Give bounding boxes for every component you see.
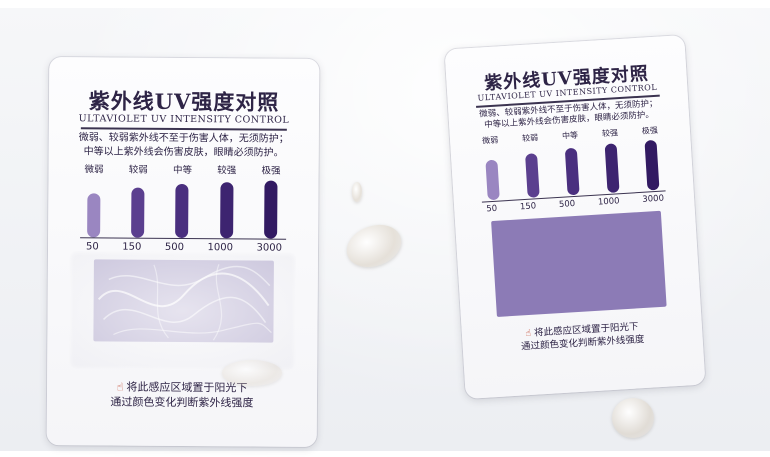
intensity-scale: 微弱 较弱 中等 较强 极强 xyxy=(84,161,281,239)
note-line-1: 微弱、较弱紫外线不至于伤害人体，无须防护； xyxy=(78,132,289,145)
value-label: 500 xyxy=(558,198,576,210)
level-label: 微弱 xyxy=(481,135,499,146)
value-label: 3000 xyxy=(642,193,665,205)
gel-smear-edge xyxy=(222,360,282,386)
swatch-bar xyxy=(564,147,580,196)
protection-note: 微弱、较弱紫外线不至于伤害人体，无须防护； 中等以上紫外线会伤害皮肤，眼睛必须防… xyxy=(49,131,319,160)
swatch-bar xyxy=(604,143,620,193)
instruction-text: ☝ 将此感应区域置于阳光下 通过颜色变化判断紫外线强度 xyxy=(47,379,317,412)
value-label: 50 xyxy=(486,203,498,215)
uv-card-right: 紫外线UV强度对照 ULTAVIOLET UV INTENSITY CONTRO… xyxy=(444,35,706,399)
level-extreme: 极强 xyxy=(642,125,662,191)
uv-sensor-area xyxy=(491,210,667,317)
value-label: 1000 xyxy=(597,196,620,208)
instruction-line-2: 通过颜色变化判断紫外线强度 xyxy=(110,395,254,410)
value-label: 150 xyxy=(519,201,537,213)
swatch-bar xyxy=(175,183,189,239)
scale-axis xyxy=(80,237,287,240)
card-subtitle: ULTAVIOLET UV INTENSITY CONTROL xyxy=(78,113,290,126)
level-mild: 较弱 xyxy=(522,132,542,198)
gel-droplet-small xyxy=(352,182,362,202)
level-label: 微弱 xyxy=(84,164,104,176)
photo-border-bottom xyxy=(0,451,770,457)
level-label: 较弱 xyxy=(128,164,148,176)
level-strong: 较强 xyxy=(602,127,622,193)
level-label: 极强 xyxy=(261,165,281,177)
level-label: 中等 xyxy=(561,130,579,141)
swatch-bar xyxy=(644,139,660,191)
swatch-bar xyxy=(525,153,540,198)
level-medium: 中等 xyxy=(172,162,193,239)
pointing-hand-icon: ☝ xyxy=(525,327,532,340)
pointing-hand-icon: ☝ xyxy=(116,380,124,394)
note-line-2: 中等以上紫外线会伤害皮肤，眼睛必须防护。 xyxy=(83,145,284,159)
title-rule xyxy=(80,127,287,131)
level-label: 较强 xyxy=(217,165,237,177)
swatch-bar xyxy=(219,182,234,239)
level-strong: 较强 xyxy=(217,162,237,239)
gel-droplet xyxy=(612,398,654,438)
swatch-bar xyxy=(485,159,500,201)
level-extreme: 极强 xyxy=(261,163,281,239)
instruction-text: ☝ 将此感应区域置于阳光下 通过颜色变化判断紫外线强度 xyxy=(462,316,703,357)
level-label: 中等 xyxy=(172,164,193,177)
level-mild: 较弱 xyxy=(128,162,148,238)
intensity-scale: 微弱 较弱 中等 较强 极强 xyxy=(482,125,662,201)
level-label: 较强 xyxy=(601,128,619,139)
photo-border-top xyxy=(0,0,770,8)
swatch-bar xyxy=(87,193,101,238)
level-label: 较弱 xyxy=(521,133,539,144)
level-weak: 微弱 xyxy=(84,161,104,238)
level-medium: 中等 xyxy=(562,130,582,196)
gel-smear xyxy=(69,251,296,371)
level-label: 极强 xyxy=(641,125,659,136)
swatch-bar xyxy=(131,187,145,238)
instruction-line-1-text: 将此感应区域置于阳光下 xyxy=(126,380,248,395)
level-weak: 微弱 xyxy=(482,135,502,201)
swatch-bar xyxy=(264,180,278,239)
card-title: 紫外线UV强度对照 xyxy=(88,88,280,115)
uv-card-left: 紫外线UV强度对照 ULTAVIOLET UV INTENSITY CONTRO… xyxy=(46,57,320,447)
